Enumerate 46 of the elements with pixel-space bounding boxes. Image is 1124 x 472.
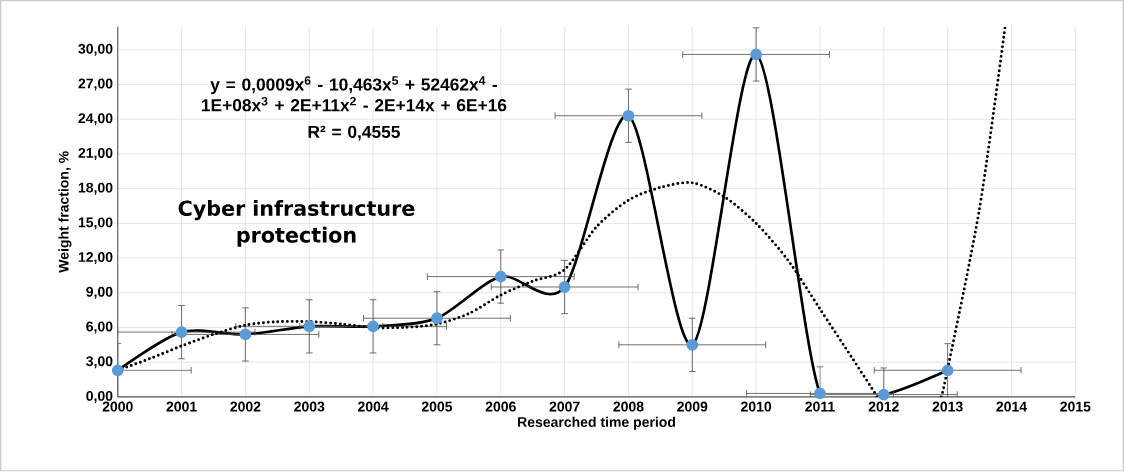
- text: y = 0,0009x$^{6}$ - 10,463x$^{5}$ + 52462x$^{4}$ - 1E+08x$^{3}$ + 2E+11x$^{2}$ - 2E+14x + 6E+16: [202, 76, 507, 112]
- x-tick-label: 2010: [741, 401, 772, 412]
- x-tick-label: 2012: [868, 401, 899, 412]
- x-tick-label: 2015: [1060, 401, 1091, 412]
- x-tick-label: 2000: [102, 401, 133, 412]
- x-tick-label: 2002: [230, 401, 261, 412]
- point: [558, 281, 571, 294]
- point: [367, 320, 379, 333]
- y-tick-label: 9,00: [86, 287, 113, 299]
- y-tick-label: 27,00: [78, 78, 113, 91]
- point: [111, 364, 124, 377]
- point: [431, 312, 443, 325]
- y-tick-label: 30,00: [78, 44, 113, 56]
- x-tick-label: 2013: [932, 401, 963, 412]
- y-tick-label: 18,00: [78, 182, 113, 195]
- point: [494, 270, 507, 283]
- point: [175, 326, 188, 339]
- y-tick-label: 6,00: [86, 321, 113, 334]
- point: [239, 328, 252, 341]
- annotation: Cyber infrastructure protection: [178, 200, 415, 247]
- y-tick-label: 0,00: [86, 391, 113, 404]
- x-tick-label: 2006: [485, 401, 516, 412]
- annotation: R² = 0,4555: [308, 125, 400, 141]
- x-tick-label: 2004: [357, 401, 389, 412]
- y-tick-label: 3,00: [86, 356, 113, 369]
- x-tick-label: 2011: [805, 401, 835, 412]
- point: [303, 320, 316, 333]
- x-tick-label: 2007: [549, 401, 580, 412]
- y-tick-label: 21,00: [78, 148, 113, 161]
- point: [622, 110, 635, 122]
- y-axis-title: Weight fraction, %: [58, 151, 72, 273]
- x-tick-label: 2003: [294, 401, 325, 412]
- point: [877, 388, 890, 401]
- y-tick-label: 24,00: [78, 113, 113, 126]
- point: [750, 48, 762, 61]
- point: [814, 387, 826, 400]
- y-tick-label: 12,00: [78, 252, 113, 265]
- y-tick-label: 15,00: [78, 217, 113, 230]
- x-tick-label: 2008: [613, 401, 644, 412]
- x-tick-label: 2014: [996, 401, 1027, 412]
- x-tick-label: 2001: [166, 401, 197, 412]
- x-axis-title: Researched time period: [518, 416, 675, 430]
- x-tick-label: 2009: [677, 401, 708, 412]
- x-tick-label: 2005: [421, 401, 453, 412]
- point: [686, 339, 699, 351]
- point: [941, 364, 954, 377]
